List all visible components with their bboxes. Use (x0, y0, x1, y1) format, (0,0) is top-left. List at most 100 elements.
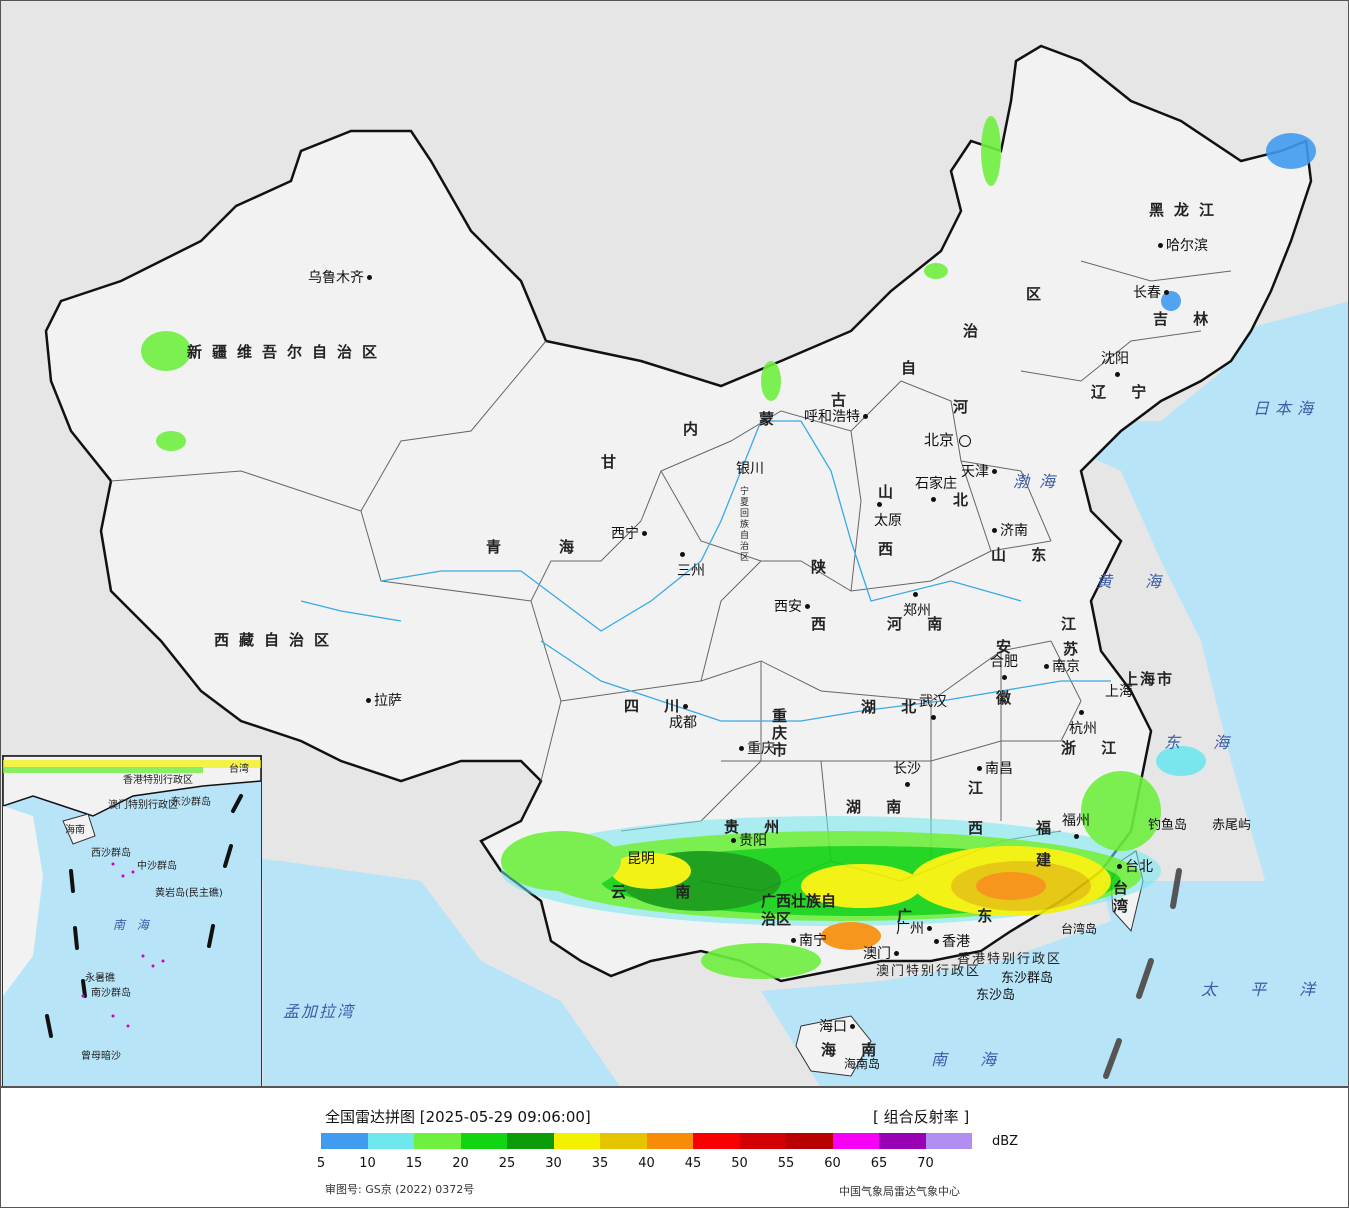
sea-east: 东 海 (1164, 733, 1244, 752)
province-gansu: 甘 (601, 453, 627, 471)
city-lhasa: 拉萨 (363, 693, 402, 709)
province-xinjiang: 新疆维吾尔自治区 (187, 343, 388, 361)
south-china-sea-inset: 台湾 香港特别行政区 澳门特别行政区 东沙群岛 西沙群岛 中沙群岛 黄岩岛(民主… (2, 755, 262, 1086)
inset-label-dongsha: 东沙群岛 (171, 797, 211, 808)
province-chongqing: 重庆市 (772, 707, 788, 759)
sea-bengal: 孟加拉湾 (283, 1002, 356, 1021)
sea-japan: 日本海 (1253, 399, 1320, 418)
city-xian: 西安 (774, 599, 813, 615)
east-sea-area (1011, 331, 1348, 901)
city-haikou: 海口 (819, 1019, 858, 1035)
legend-tick-45: 45 (684, 1156, 702, 1171)
city-hefei: 合肥 (990, 654, 1018, 686)
province-jiangsu-2: 苏 (1063, 640, 1089, 658)
city-yinchuan: 银川 (736, 461, 764, 477)
legend-swatch-1 (367, 1133, 414, 1149)
legend-tick-35: 35 (591, 1156, 609, 1171)
inset-label-nansha: 南沙群岛 (91, 988, 131, 999)
city-nanning: 南宁 (788, 933, 827, 949)
radar-echoes (141, 116, 1316, 979)
province-fujian-2: 建 (1036, 851, 1062, 869)
city-macau: 澳门 (863, 946, 902, 962)
sea-pacific: 太 平 洋 (1201, 980, 1330, 999)
legend-tick-10: 10 (359, 1156, 376, 1171)
legend-swatch-12 (879, 1133, 926, 1149)
city-shijiazhuang: 石家庄 (915, 476, 957, 508)
city-fuzhou: 福州 (1062, 813, 1090, 845)
province-jiangsu-1: 江 (1061, 615, 1087, 633)
legend-swatch-7 (646, 1133, 693, 1149)
city-hangzhou: 杭州 (1069, 705, 1097, 737)
city-changsha: 长沙 (893, 761, 921, 793)
legend-color-bar (321, 1133, 972, 1149)
legend-swatch-6 (600, 1133, 647, 1149)
province-liaoning: 辽 宁 (1091, 383, 1157, 401)
province-shaanxi-2: 西 (811, 615, 837, 633)
province-sichuan: 四 川 (624, 697, 690, 715)
island-taiwan: 台湾岛 (1061, 922, 1098, 936)
province-shandong: 山 东 (991, 546, 1057, 564)
sea-yellow: 黄 海 (1096, 572, 1176, 591)
legend-swatch-3 (460, 1133, 507, 1149)
province-xizang: 西藏自治区 (214, 631, 340, 649)
province-ningxia: 宁夏回族自治区 (740, 487, 750, 563)
province-qu: 区 (1026, 285, 1052, 303)
province-shanxi-2: 西 (878, 540, 904, 558)
province-guangxi: 广西壮族自治区 (761, 892, 837, 928)
city-lanzhou: 三州 (677, 547, 705, 579)
legend-tick-55: 55 (777, 1156, 795, 1171)
inset-label-macau: 澳门特别行政区 (108, 800, 178, 811)
legend-tick-50: 50 (731, 1156, 748, 1171)
radar-map: 新疆维吾尔自治区 西藏自治区 青 海 甘 内 蒙 古 自 治 区 黑龙江 吉 林… (0, 0, 1349, 1087)
legend-swatch-5 (553, 1133, 600, 1149)
sea-bohai: 渤海 (1013, 472, 1066, 491)
province-hunan: 湖 南 (846, 798, 912, 816)
province-guizhou: 贵 州 (724, 818, 790, 836)
legend-product: [ 组合反射率 ] (873, 1108, 970, 1126)
island-diaoyu: 钓鱼岛 (1148, 818, 1188, 833)
province-yunnan: 云 南 (611, 883, 713, 901)
province-jilin: 吉 林 (1153, 310, 1219, 328)
city-jinan: 济南 (989, 523, 1028, 539)
province-jiangxi-1: 江 (968, 779, 994, 797)
city-shanghai: 上海 (1105, 684, 1133, 700)
inset-label-yongshu: 永暑礁 (85, 973, 115, 984)
legend-tick-70: 70 (917, 1156, 934, 1171)
legend-swatch-10 (786, 1133, 833, 1149)
province-henan: 河 南 (887, 615, 953, 633)
city-zhengzhou: 郑州 (903, 587, 931, 619)
province-guangdong: 广 东 (897, 907, 1023, 925)
province-shaanxi-1: 陕 (811, 558, 837, 576)
rivers (300, 420, 1111, 722)
island-dongsha: 东沙岛 (976, 988, 1016, 1003)
city-urumqi: 乌鲁木齐 (308, 270, 375, 286)
province-taiwan: 台 湾 (1113, 879, 1129, 915)
inset-label-taiwan: 台湾 (229, 764, 249, 775)
legend-tick-30: 30 (545, 1156, 562, 1171)
inset-label-hk: 香港特别行政区 (123, 775, 193, 786)
province-gu: 古 (831, 391, 857, 409)
province-anhui-2: 徽 (996, 689, 1022, 707)
maritime-boundary-lines (1103, 868, 1182, 1079)
island-chiwei: 赤尾屿 (1212, 818, 1252, 833)
province-qinghai-2: 海 (559, 538, 585, 556)
province-fujian-1: 福 (1036, 819, 1062, 837)
province-macau: 澳门特别行政区 (876, 964, 982, 979)
legend-swatch-9 (739, 1133, 786, 1149)
inset-label-hainan: 海南 (65, 825, 85, 836)
province-zi: 自 (901, 359, 927, 377)
producer: 中国气象局雷达气象中心 (839, 1185, 960, 1198)
legend-title: 全国雷达拼图 [2025-05-29 09:06:00] (325, 1108, 591, 1126)
hainan-island-shape (795, 1015, 872, 1077)
legend-tick-60: 60 (824, 1156, 841, 1171)
legend-tick-15: 15 (405, 1156, 423, 1171)
city-guiyang: 贵阳 (728, 833, 767, 849)
city-taiyuan: 太原 (874, 497, 902, 529)
province-qinghai-1: 青 (486, 538, 512, 556)
city-chongqing: 重庆 (736, 741, 775, 757)
province-heilongjiang: 黑龙江 (1149, 201, 1225, 219)
legend-tick-65: 65 (870, 1156, 888, 1171)
sea-south: 南 海 (931, 1050, 1011, 1069)
city-shenyang: 沈阳 (1101, 351, 1129, 383)
province-shanxi-1: 山 (878, 483, 904, 501)
